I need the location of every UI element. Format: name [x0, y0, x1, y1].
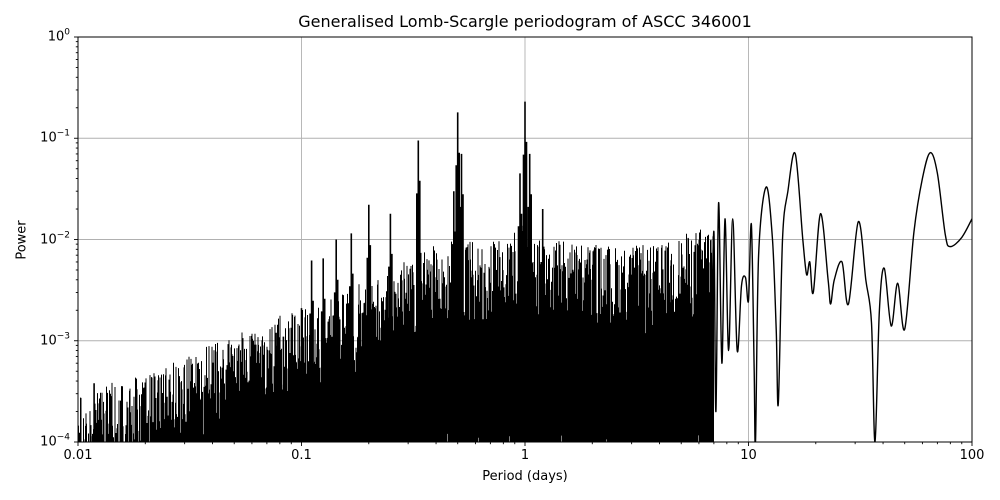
y-tick-label: 10−3: [40, 331, 70, 349]
y-axis-label: Power: [14, 220, 30, 260]
x-tick-label: 0.1: [291, 448, 312, 463]
long-period-curve: [710, 151, 972, 442]
y-tick-label: 100: [47, 27, 70, 45]
x-tick-label: 1: [520, 448, 530, 463]
prominent-peaks: [91, 101, 709, 442]
power-series: [78, 101, 972, 442]
x-axis-label: Period (days): [482, 469, 568, 484]
y-tick-label: 10−2: [40, 230, 70, 248]
x-tick-label: 100: [959, 448, 985, 463]
y-tick-label: 10−4: [40, 432, 70, 450]
dense-noise-spikes: [78, 223, 714, 442]
chart-title: Generalised Lomb-Scargle periodogram of …: [298, 12, 752, 31]
x-tick-label: 10: [740, 448, 757, 463]
x-tick-label: 0.01: [63, 448, 93, 463]
y-tick-label: 10−1: [40, 128, 70, 146]
